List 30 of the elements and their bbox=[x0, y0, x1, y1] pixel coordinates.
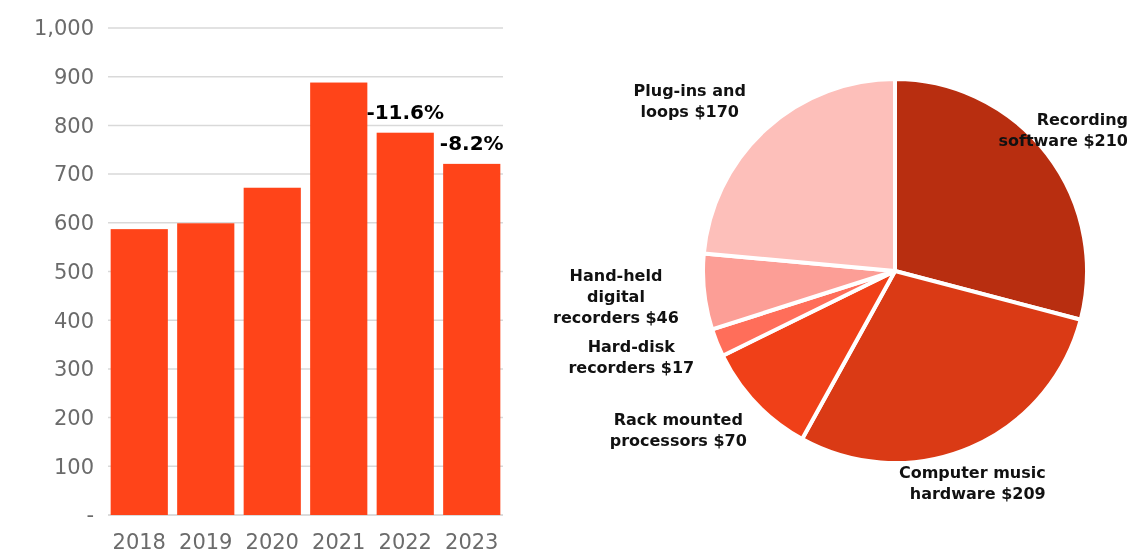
y-tick-label: 600 bbox=[53, 211, 94, 236]
bar bbox=[177, 223, 235, 515]
bar bbox=[376, 132, 434, 515]
y-tick-label: 1,000 bbox=[33, 16, 94, 41]
x-tick-label: 2021 bbox=[312, 530, 366, 549]
slice-label: Plug-ins and loops $170 bbox=[633, 80, 746, 121]
y-tick-label: 200 bbox=[53, 405, 94, 430]
y-tick-label: 400 bbox=[53, 308, 94, 333]
x-tick-label: 2020 bbox=[245, 530, 299, 549]
y-tick-label: 800 bbox=[53, 113, 94, 138]
bar bbox=[110, 229, 168, 515]
y-tick-label: 300 bbox=[53, 357, 94, 382]
bar bbox=[310, 82, 368, 515]
x-tick-label: 2019 bbox=[179, 530, 233, 549]
x-tick-label: 2022 bbox=[378, 530, 432, 549]
x-tick-label: 2018 bbox=[112, 530, 166, 549]
x-tick-label: 2023 bbox=[445, 530, 499, 549]
slice-label: Rack mounted processors $70 bbox=[609, 410, 747, 451]
annotation: -11.6% bbox=[366, 99, 445, 124]
y-tick-label: 500 bbox=[53, 259, 94, 284]
bar bbox=[443, 163, 501, 515]
y-tick-label: 700 bbox=[53, 162, 94, 187]
bar bbox=[243, 187, 301, 515]
slice-label: Computer music hardware $209 bbox=[898, 462, 1046, 503]
slice-label: Hard-disk recorders $17 bbox=[568, 337, 695, 378]
annotation: -8.2% bbox=[439, 130, 504, 155]
y-tick-label: 900 bbox=[53, 65, 94, 90]
y-tick-label: 100 bbox=[53, 454, 94, 479]
slice-label: Hand-held digital recorders $46 bbox=[553, 265, 679, 327]
y-tick-label: - bbox=[86, 503, 94, 528]
